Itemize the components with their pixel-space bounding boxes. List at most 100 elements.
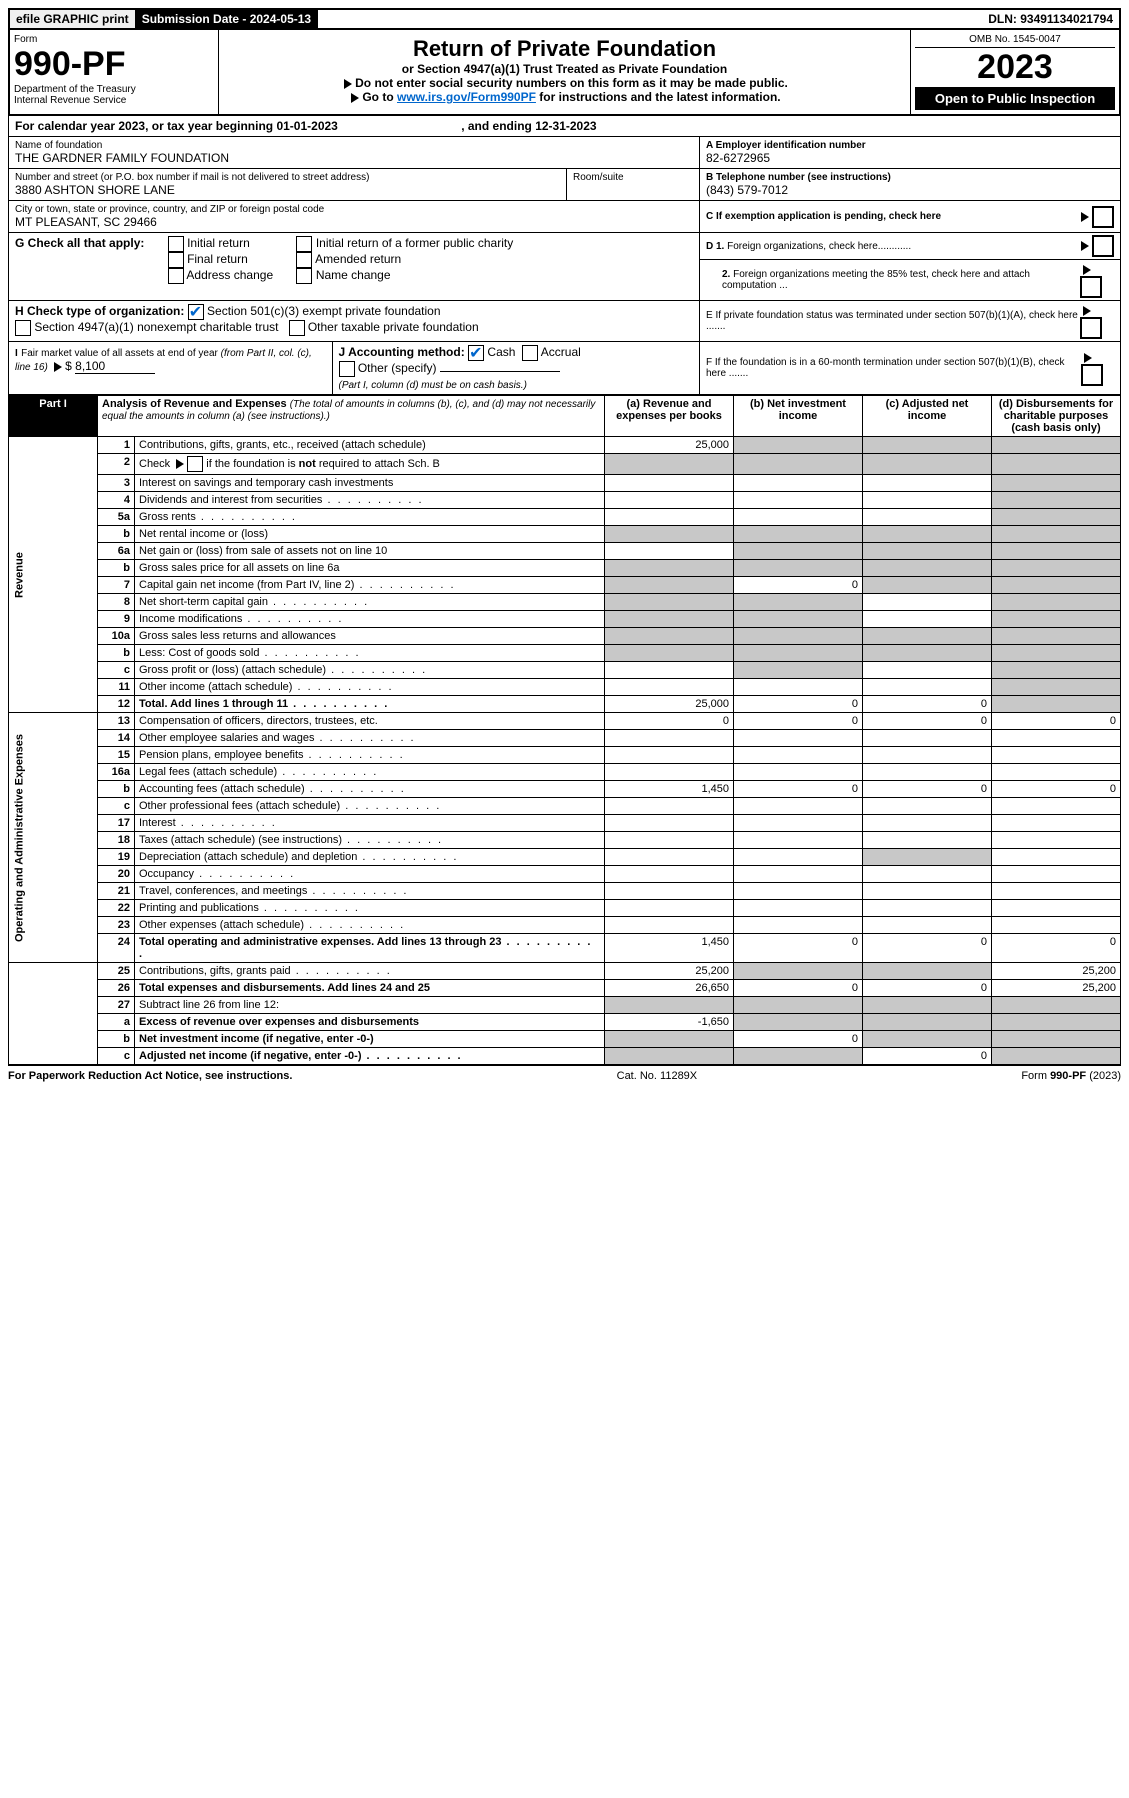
f-checkbox[interactable]	[1081, 364, 1103, 386]
j-label: J Accounting method:	[339, 345, 465, 359]
efile-print-button[interactable]: efile GRAPHIC print	[10, 10, 136, 28]
r26-a: 26,650	[605, 980, 734, 997]
amended-return-checkbox[interactable]	[296, 252, 312, 268]
row-10c: Gross profit or (loss) (attach schedule)	[135, 662, 605, 679]
i-value: 8,100	[75, 359, 155, 374]
tax-year: 2023	[915, 48, 1115, 87]
phone-label: B Telephone number (see instructions)	[706, 172, 1114, 183]
omb-number: OMB No. 1545-0047	[915, 34, 1115, 48]
arrow-icon	[1083, 306, 1091, 316]
row-14: Other employee salaries and wages	[135, 730, 605, 747]
r25-a: 25,200	[605, 963, 734, 980]
row-27: Subtract line 26 from line 12:	[135, 997, 605, 1014]
row-21: Travel, conferences, and meetings	[135, 883, 605, 900]
note-goto-pre: Go to	[362, 90, 397, 104]
arrow-icon	[344, 79, 352, 89]
initial-return-checkbox[interactable]	[168, 236, 184, 252]
g-opt5: Amended return	[315, 252, 401, 266]
cal-mid: , and ending	[461, 119, 535, 133]
row-22: Printing and publications	[135, 900, 605, 917]
address-value: 3880 ASHTON SHORE LANE	[15, 183, 560, 197]
note-ssn: Do not enter social security numbers on …	[355, 76, 788, 90]
top-bar: efile GRAPHIC print Submission Date - 20…	[8, 8, 1121, 30]
row-20: Occupancy	[135, 866, 605, 883]
city-label: City or town, state or province, country…	[15, 204, 693, 215]
other-specify-checkbox[interactable]	[339, 361, 355, 377]
form-label: Form	[14, 34, 214, 45]
d1-label: D 1. Foreign organizations, check here..…	[706, 241, 911, 252]
row-27b: Net investment income (if negative, ente…	[135, 1031, 605, 1048]
r13-b: 0	[734, 713, 863, 730]
row-16a: Legal fees (attach schedule)	[135, 764, 605, 781]
4947-checkbox[interactable]	[15, 320, 31, 336]
r27c-c: 0	[863, 1048, 992, 1065]
r26-d: 25,200	[992, 980, 1121, 997]
g-opt2: Final return	[187, 252, 248, 266]
cash-checkbox[interactable]	[468, 345, 484, 361]
note-goto-post: for instructions and the latest informat…	[536, 90, 781, 104]
r12-b: 0	[734, 696, 863, 713]
arrow-icon	[351, 93, 359, 103]
final-return-checkbox[interactable]	[168, 252, 184, 268]
501c3-checkbox[interactable]	[188, 304, 204, 320]
row-19: Depreciation (attach schedule) and deple…	[135, 849, 605, 866]
row-17: Interest	[135, 815, 605, 832]
exemption-checkbox[interactable]	[1092, 206, 1114, 228]
col-d-header: (d) Disbursements for charitable purpose…	[992, 396, 1121, 437]
row-7: Capital gain net income (from Part IV, l…	[135, 577, 605, 594]
row-27a: Excess of revenue over expenses and disb…	[135, 1014, 605, 1031]
row-3: Interest on savings and temporary cash i…	[135, 475, 605, 492]
r25-d: 25,200	[992, 963, 1121, 980]
col-b-header: (b) Net investment income	[734, 396, 863, 437]
initial-former-checkbox[interactable]	[296, 236, 312, 252]
page-footer: For Paperwork Reduction Act Notice, see …	[8, 1065, 1121, 1082]
room-label: Room/suite	[573, 172, 693, 183]
form-number: 990-PF	[14, 45, 214, 84]
other-taxable-checkbox[interactable]	[289, 320, 305, 336]
row-12: Total. Add lines 1 through 11	[135, 696, 605, 713]
g-opt4: Initial return of a former public charit…	[316, 236, 513, 250]
r24-c: 0	[863, 934, 992, 963]
r7-b: 0	[734, 577, 863, 594]
r13-d: 0	[992, 713, 1121, 730]
form-link[interactable]: www.irs.gov/Form990PF	[397, 90, 536, 104]
exemption-label: C If exemption application is pending, c…	[706, 211, 941, 222]
row-24: Total operating and administrative expen…	[135, 934, 605, 963]
row-9: Income modifications	[135, 611, 605, 628]
row-10b: Less: Cost of goods sold	[135, 645, 605, 662]
part1-label: Part I	[9, 396, 98, 437]
row-5a: Gross rents	[135, 509, 605, 526]
accrual-checkbox[interactable]	[522, 345, 538, 361]
row-16b: Accounting fees (attach schedule)	[135, 781, 605, 798]
arrow-icon	[54, 362, 62, 372]
r27b-b: 0	[734, 1031, 863, 1048]
form-subtitle: or Section 4947(a)(1) Trust Treated as P…	[225, 62, 904, 76]
revenue-side-label: Revenue	[9, 437, 98, 713]
row-8: Net short-term capital gain	[135, 594, 605, 611]
address-change-checkbox[interactable]	[168, 268, 184, 284]
row-18: Taxes (attach schedule) (see instruction…	[135, 832, 605, 849]
footer-mid: Cat. No. 11289X	[617, 1070, 698, 1082]
row-5b: Net rental income or (loss)	[135, 526, 605, 543]
row-26: Total expenses and disbursements. Add li…	[135, 980, 605, 997]
r16b-c: 0	[863, 781, 992, 798]
schb-checkbox[interactable]	[187, 456, 203, 472]
d2-checkbox[interactable]	[1080, 276, 1102, 298]
foundation-name: THE GARDNER FAMILY FOUNDATION	[15, 151, 693, 165]
city-value: MT PLEASANT, SC 29466	[15, 215, 693, 229]
row-1: Contributions, gifts, grants, etc., rece…	[135, 437, 605, 454]
r24-a: 1,450	[605, 934, 734, 963]
row-23: Other expenses (attach schedule)	[135, 917, 605, 934]
e-checkbox[interactable]	[1080, 317, 1102, 339]
row-11: Other income (attach schedule)	[135, 679, 605, 696]
identification-block: Name of foundation THE GARDNER FAMILY FO…	[8, 137, 1121, 395]
col-c-header: (c) Adjusted net income	[863, 396, 992, 437]
r12-c: 0	[863, 696, 992, 713]
name-change-checkbox[interactable]	[296, 268, 312, 284]
d1-checkbox[interactable]	[1092, 235, 1114, 257]
ein-value: 82-6272965	[706, 151, 1114, 165]
e-label: E If private foundation status was termi…	[706, 310, 1080, 332]
r16b-a: 1,450	[605, 781, 734, 798]
arrow-icon	[176, 459, 184, 469]
r26-b: 0	[734, 980, 863, 997]
